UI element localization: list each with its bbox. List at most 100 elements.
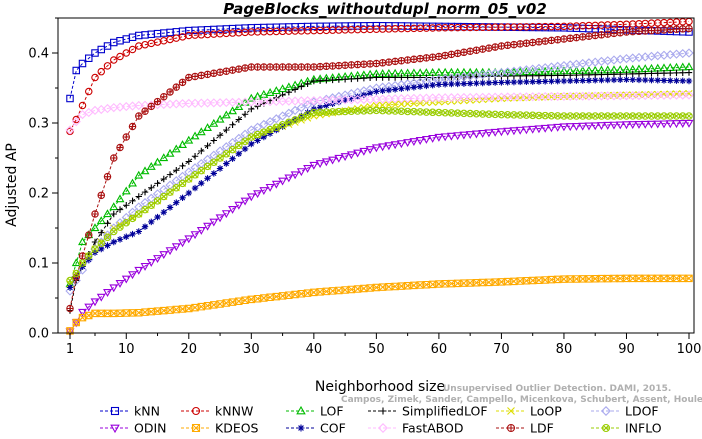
series-point-cof: [185, 189, 192, 197]
series-point-kdeos: [216, 300, 224, 308]
series-point-fastabod: [646, 90, 657, 101]
series-point-cof: [373, 88, 380, 95]
series-point-knnw: [97, 67, 106, 76]
series-point-fastabod: [415, 93, 425, 103]
series-point-odin: [546, 124, 556, 133]
series-point-cof: [423, 82, 430, 90]
series-point-ldf: [566, 34, 574, 42]
series-point-lof: [146, 161, 156, 170]
series-point-simplifiedlof: [179, 162, 186, 170]
series-point-lof: [246, 93, 256, 102]
series-point-odin: [684, 119, 694, 128]
series-point-cof: [166, 204, 174, 211]
series-point-fastabod: [453, 92, 463, 103]
series-point-cof: [660, 77, 668, 84]
series-point-odin: [165, 247, 175, 256]
series-point-lof: [128, 178, 137, 187]
series-point-cof: [648, 76, 655, 84]
series-point-cof: [667, 77, 674, 84]
series-point-inflo: [135, 210, 143, 218]
y-tick-label: 0.3: [28, 117, 49, 132]
series-point-simplifiedlof: [629, 70, 636, 78]
series-point-ldf: [491, 43, 499, 51]
series-point-fastabod: [446, 93, 457, 103]
series-point-odin: [290, 171, 300, 180]
series-point-odin: [146, 259, 156, 267]
series-point-ldf: [553, 36, 562, 44]
series-point-fastabod: [615, 91, 625, 101]
series-point-simplifiedlof: [148, 184, 155, 191]
series-point-cof: [204, 175, 211, 182]
series-point-ldf: [278, 63, 287, 71]
series-point-cof: [598, 76, 605, 84]
series-point-simplifiedlof: [598, 71, 605, 78]
series-point-ldf: [203, 70, 212, 79]
series-point-odin: [578, 122, 588, 131]
series-point-ldf: [128, 122, 137, 131]
x-tick-label: 40: [306, 342, 323, 357]
series-point-cof: [504, 79, 511, 86]
series-point-fastabod: [184, 98, 194, 109]
series-point-fastabod: [590, 91, 600, 101]
series-point-ldf: [460, 48, 468, 56]
legend-item-simplifiedlof: SimplifiedLOF: [368, 404, 488, 419]
series-point-simplifiedlof: [210, 137, 218, 144]
series-point-odin: [203, 222, 213, 231]
series-point-fastabod: [265, 96, 275, 107]
series-point-fastabod: [515, 92, 525, 102]
series-point-simplifiedlof: [560, 72, 568, 79]
series-point-loop: [416, 99, 424, 107]
series-point-fastabod: [190, 98, 200, 108]
series-point-knnw: [110, 56, 118, 64]
series-point-cof: [429, 82, 436, 89]
series-point-lof: [196, 127, 206, 136]
y-tick-label: 0.0: [28, 327, 49, 342]
series-point-odin: [209, 218, 219, 227]
series-point-ldof: [290, 105, 300, 116]
series-point-inflo: [110, 227, 118, 236]
series-point-odin: [672, 120, 681, 129]
series-point-loop: [672, 90, 681, 98]
series-point-ldf: [247, 63, 256, 71]
series-point-cof: [642, 76, 649, 84]
series-point-simplifiedlof: [191, 153, 199, 160]
series-point-ldf: [522, 39, 531, 47]
series-point-odin: [371, 144, 381, 153]
series-point-odin: [315, 160, 325, 169]
series-point-cof: [491, 79, 499, 86]
series-point-ldof: [684, 48, 694, 58]
series-point-fastabod: [296, 96, 306, 106]
series-point-cof: [560, 77, 568, 85]
series-point-kdeos: [222, 299, 231, 307]
series-point-fastabod: [134, 100, 144, 111]
series-point-cof: [248, 140, 255, 148]
series-point-cof: [348, 95, 355, 102]
series-point-odin: [78, 308, 87, 317]
x-tick-label: 90: [618, 342, 635, 357]
series-point-fastabod: [528, 92, 538, 102]
x-tick-label: 1: [66, 342, 74, 357]
series-point-ldof: [127, 207, 138, 217]
series-point-odin: [503, 127, 513, 136]
watermark-line-1: Unsupervised Outlier Detection. DAMI, 20…: [443, 384, 671, 394]
series-point-simplifiedlof: [579, 71, 586, 79]
series-point-ldf: [435, 52, 443, 61]
legend-item-ldof: LDOF: [591, 404, 659, 419]
series-point-ldf: [172, 83, 181, 91]
series-point-ldf: [535, 38, 543, 46]
series-point-inflo: [210, 158, 218, 166]
legend-item-cof: COF: [286, 421, 346, 436]
x-tick-label: 50: [368, 342, 385, 357]
series-point-odin: [234, 201, 244, 210]
series-point-fastabod: [503, 92, 513, 102]
series-point-ldf: [360, 60, 368, 68]
series-point-odin: [628, 121, 638, 130]
series-point-odin: [240, 197, 250, 206]
series-point-knnw: [116, 52, 124, 61]
series-point-simplifiedlof: [654, 70, 661, 77]
series-point-inflo: [172, 184, 181, 192]
series-point-cof: [110, 238, 117, 246]
series-point-odin: [115, 280, 125, 288]
series-point-odin: [678, 120, 688, 128]
series-point-ldf: [91, 210, 99, 218]
